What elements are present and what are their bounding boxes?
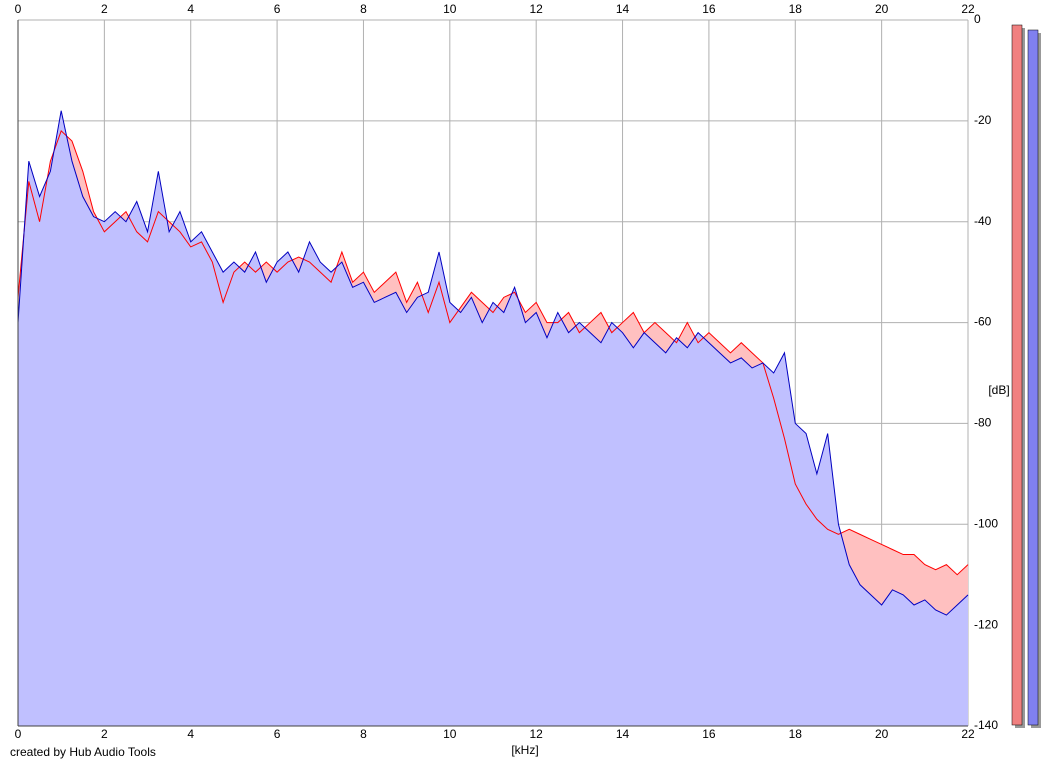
x-tick-label: 10 (443, 2, 457, 16)
x-tick-label: 10 (443, 727, 457, 741)
x-tick-label: 0 (15, 2, 22, 16)
x-tick-label: 0 (15, 727, 22, 741)
x-tick-label: 20 (875, 727, 889, 741)
x-tick-label: 8 (360, 2, 367, 16)
x-tick-label: 16 (702, 2, 716, 16)
x-tick-label: 14 (616, 2, 630, 16)
x-axis-label: [kHz] (511, 743, 538, 757)
area (18, 110, 968, 727)
footer: created by Hub Audio Tools (10, 745, 156, 759)
y-tick-label: -20 (974, 113, 992, 127)
x-tick-label: 4 (187, 727, 194, 741)
y-tick-label: -120 (974, 617, 998, 631)
line (17, 130, 969, 576)
x-tick-label: 2 (101, 2, 108, 16)
y-tick-label: 0 (974, 12, 981, 26)
x-tick-label: 18 (789, 727, 803, 741)
x-tick-label: 18 (789, 2, 803, 16)
meter-blue (1027, 29, 1039, 726)
x-tick-label: 2 (101, 727, 108, 741)
x-tick-label: 16 (702, 727, 716, 741)
x-tick-label: 22 (961, 727, 975, 741)
x-tick-label: 20 (875, 2, 889, 16)
y-tick-label: -40 (974, 214, 992, 228)
x-tick-label: 12 (530, 727, 544, 741)
meter-red (1011, 24, 1023, 726)
y-axis-label: [dB] (988, 383, 1009, 397)
x-tick-label: 14 (616, 727, 630, 741)
y-tick-label: -140 (974, 718, 998, 732)
x-tick-label: 12 (530, 2, 544, 16)
x-tick-label: 4 (187, 2, 194, 16)
x-tick-label: 6 (274, 727, 281, 741)
x-tick-label: 6 (274, 2, 281, 16)
y-tick-label: -60 (974, 315, 992, 329)
x-tick-label: 8 (360, 727, 367, 741)
x-tick-label: 22 (961, 2, 975, 16)
y-tick-label: -100 (974, 516, 998, 530)
y-tick-label: -80 (974, 416, 992, 430)
line (17, 110, 969, 616)
